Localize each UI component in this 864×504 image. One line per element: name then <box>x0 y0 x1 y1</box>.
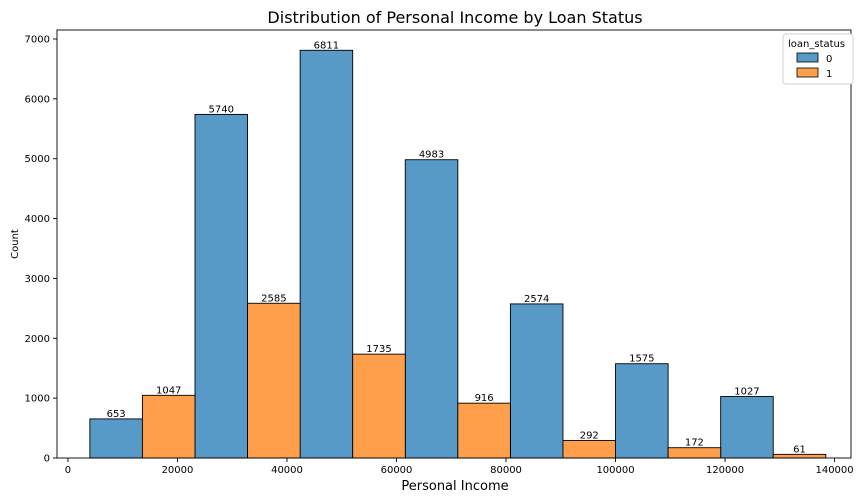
axes-group: 0 20000 40000 60000 80000 100000 120000 1400000… <box>25 29 854 476</box>
legend-swatch-0 <box>796 52 819 63</box>
bar-series-0-bin-5 <box>615 363 669 459</box>
data-label-series-1-bin-4: 292 <box>580 431 599 442</box>
x-tick-label-4: 80000 <box>490 465 522 476</box>
bar-series-1-bin-5 <box>667 447 722 459</box>
data-label-series-0-bin-2: 6811 <box>314 40 339 51</box>
bar-series-0-bin-2 <box>299 49 354 459</box>
data-label-series-1-bin-3: 916 <box>475 393 494 404</box>
data-label-series-1-bin-2: 1735 <box>366 344 391 355</box>
bar-series-1-bin-2 <box>352 353 406 459</box>
x-tick-label-3: 60000 <box>381 465 413 476</box>
bar-series-0-bin-3 <box>404 159 459 459</box>
y-tick-label-5: 5000 <box>25 154 50 165</box>
bar-series-0-bin-1 <box>194 113 249 459</box>
data-label-series-0-bin-5: 1575 <box>629 354 654 365</box>
data-label-series-1-bin-1: 2585 <box>261 293 286 304</box>
x-tick-label-1: 20000 <box>162 465 194 476</box>
plot-frame <box>56 29 852 459</box>
data-label-series-1-bin-0: 1047 <box>156 385 181 396</box>
data-label-series-0-bin-6: 1027 <box>734 387 759 398</box>
legend-title: loan_status <box>788 39 845 50</box>
data-label-series-0-bin-1: 5740 <box>209 104 234 115</box>
data-label-series-0-bin-0: 653 <box>107 409 126 420</box>
x-tick-label-7: 140000 <box>815 465 853 476</box>
y-tick-label-0: 0 <box>44 454 50 465</box>
y-tick-label-4: 4000 <box>25 214 50 225</box>
data-label-series-0-bin-3: 4983 <box>419 150 444 161</box>
data-label-series-1-bin-6: 61 <box>793 444 806 455</box>
bar-series-1-bin-1 <box>247 302 301 459</box>
bar-series-1-bin-4 <box>562 440 616 459</box>
legend-label-1: 1 <box>826 69 832 80</box>
data-label-series-0-bin-4: 2574 <box>524 294 549 305</box>
bars-group <box>89 49 827 459</box>
y-tick-label-2: 2000 <box>25 334 50 345</box>
y-tick-label-3: 3000 <box>25 274 50 285</box>
x-tick-label-2: 40000 <box>271 465 303 476</box>
data-label-series-1-bin-5: 172 <box>685 438 704 449</box>
legend: loan_status 0 1 <box>782 33 854 85</box>
y-axis-label: Count <box>10 229 21 259</box>
bar-series-0-bin-4 <box>509 303 564 459</box>
legend-label-0: 0 <box>826 54 832 65</box>
data-labels-group: 653 5740 6811 4983 2574 1575 1027 1047 2585 1735 9… <box>107 40 806 455</box>
bar-series-1-bin-0 <box>141 394 196 459</box>
y-tick-label-6: 6000 <box>25 94 50 105</box>
bar-series-0-bin-0 <box>89 418 143 459</box>
legend-swatch-1 <box>796 67 819 78</box>
bar-series-0-bin-6 <box>720 396 774 459</box>
y-tick-label-1: 1000 <box>25 394 50 405</box>
bar-series-1-bin-3 <box>457 402 511 459</box>
x-axis-label: Personal Income <box>401 479 508 494</box>
x-tick-label-6: 120000 <box>706 465 744 476</box>
chart-title: Distribution of Personal Income by Loan … <box>267 8 642 27</box>
y-tick-label-7: 7000 <box>25 34 50 45</box>
x-tick-label-0: 0 <box>65 465 71 476</box>
x-tick-label-5: 100000 <box>596 465 634 476</box>
